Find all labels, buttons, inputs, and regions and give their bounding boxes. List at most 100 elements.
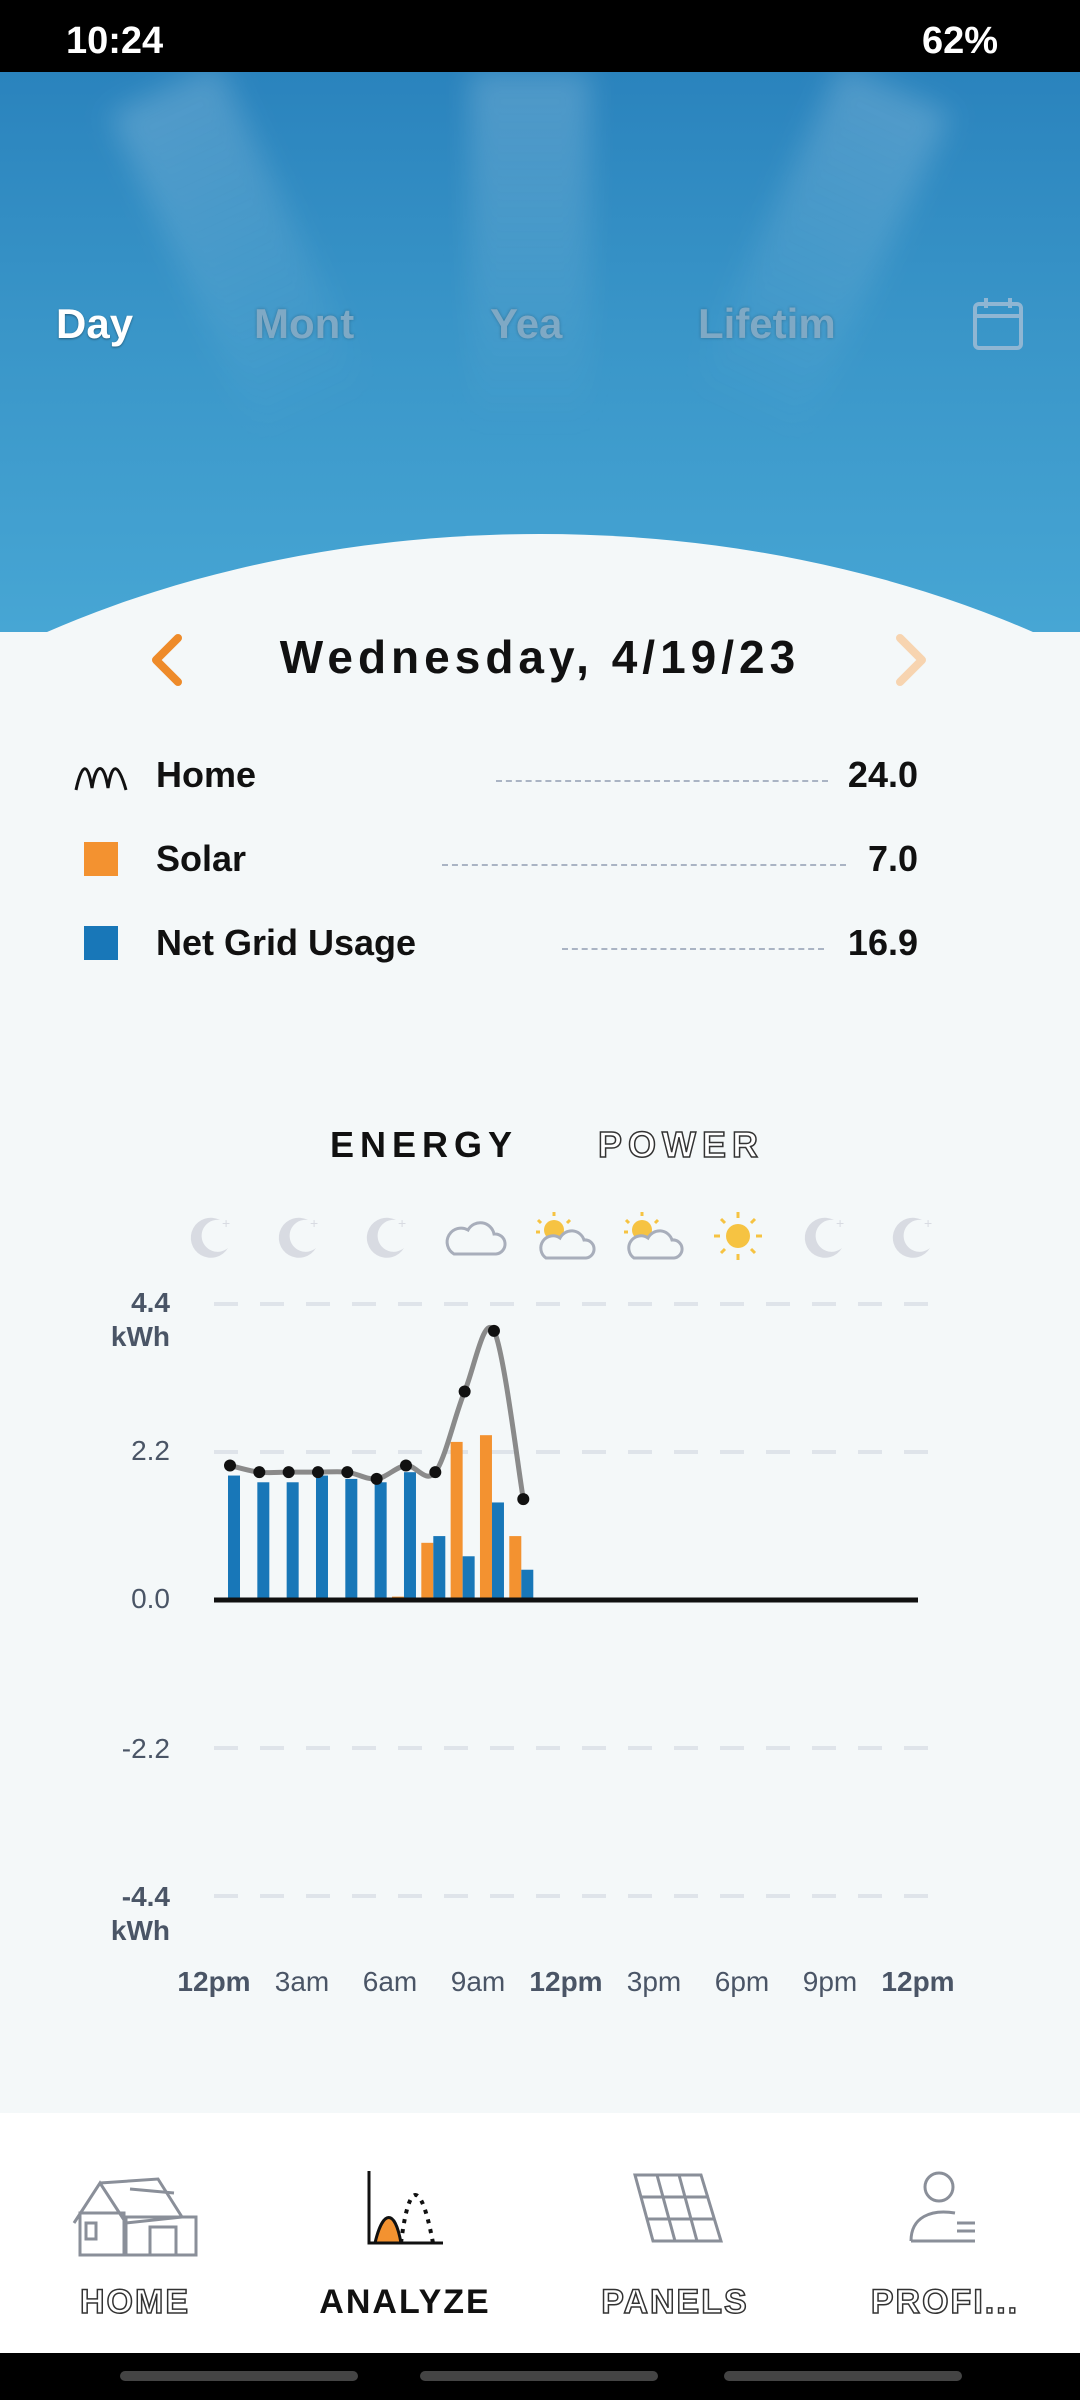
legend-divider [562, 948, 824, 950]
status-bar: 10:24 62% [0, 0, 1080, 72]
x-tick-label: 12pm [881, 1966, 955, 1997]
solar-bar [509, 1536, 522, 1600]
home-usage-point [399, 1459, 412, 1472]
legend-value: 24.0 [847, 754, 918, 795]
x-tick-label: 12pm [529, 1966, 603, 1997]
legend-label: Home [156, 754, 257, 795]
status-battery: 62% [921, 20, 998, 62]
nav-panels[interactable]: PANELS [540, 2113, 810, 2353]
tab-day[interactable]: Day [56, 300, 134, 347]
partly-sunny-icon [536, 1212, 596, 1260]
date-navigator: Wednesday, 4/19/23 [0, 620, 1080, 700]
system-pill [120, 2371, 358, 2381]
grid-bar [433, 1536, 446, 1600]
grid-bar [521, 1569, 534, 1600]
analyze-chart-icon [367, 2171, 443, 2245]
partly-sunny-icon [624, 1212, 684, 1260]
sun-icon [714, 1212, 762, 1260]
moon-icon: + [892, 1215, 932, 1258]
x-tick-label: 12pm [177, 1966, 251, 1997]
status-time: 10:24 [66, 20, 164, 62]
home-usage-point [253, 1466, 266, 1479]
sky-header [0, 72, 1080, 632]
nav-label: PROFI... [870, 2282, 1020, 2322]
grid-bar [315, 1475, 328, 1600]
profile-icon [909, 2171, 975, 2243]
tab-month[interactable]: Mont [254, 300, 355, 347]
house-icon [72, 2177, 198, 2257]
svg-text:+: + [222, 1215, 230, 1231]
x-tick-label: 6pm [714, 1966, 770, 1997]
y-tick-2.2: 2.2 [131, 1435, 170, 1466]
x-tick-label: 6am [362, 1966, 418, 1997]
x-tick-label: 3pm [626, 1966, 682, 1997]
moon-icon: + [366, 1215, 406, 1258]
grid-square-icon [84, 926, 118, 960]
y-tick-4.4: 4.4 kWh [110, 1287, 170, 1352]
x-tick-label: 3am [274, 1966, 330, 1997]
system-pill [420, 2371, 658, 2381]
nav-home[interactable]: HOME [0, 2113, 270, 2353]
legend-divider [496, 780, 828, 782]
grid-bar [491, 1502, 504, 1600]
tab-energy[interactable]: ENERGY [330, 1124, 519, 1165]
legend-value: 16.9 [847, 922, 918, 963]
grid-bar [286, 1482, 299, 1600]
bottom-nav: HOME ANALYZE PANELS PROFI... [0, 2113, 1080, 2353]
nav-label: ANALYZE [319, 2283, 491, 2321]
nav-analyze[interactable]: ANALYZE [270, 2113, 540, 2353]
legend-label: Solar [156, 838, 247, 879]
x-tick-label: 9pm [802, 1966, 858, 1997]
legend-divider [442, 864, 846, 866]
legend-label: Net Grid Usage [156, 922, 417, 963]
solar-panel-icon [633, 2173, 724, 2243]
solar-bar [421, 1542, 434, 1600]
previous-day-button[interactable] [142, 630, 192, 690]
y-tick-neg-2.2: -2.2 [121, 1733, 170, 1764]
solar-bar [479, 1435, 492, 1600]
system-pill [724, 2371, 962, 2381]
x-tick-label: 9am [450, 1966, 506, 1997]
home-usage-point [429, 1466, 442, 1479]
svg-text:+: + [310, 1215, 318, 1231]
moon-icon: + [278, 1215, 318, 1258]
home-usage-point [282, 1466, 295, 1479]
grid-bar [374, 1482, 387, 1600]
home-usage-point [370, 1472, 383, 1485]
home-usage-point [487, 1324, 500, 1337]
grid-bar [462, 1556, 475, 1600]
home-usage-point [517, 1493, 530, 1506]
svg-text:+: + [398, 1215, 406, 1231]
grid-bar [345, 1478, 358, 1600]
nav-profile[interactable]: PROFI... [810, 2113, 1080, 2353]
next-day-button[interactable] [886, 630, 936, 690]
nav-label: HOME [79, 2282, 190, 2322]
y-tick-0: 0.0 [131, 1583, 170, 1614]
grid-bar [228, 1475, 240, 1600]
grid-bar [403, 1472, 416, 1600]
grid-bar [257, 1482, 270, 1600]
home-usage-point [341, 1466, 354, 1479]
tab-power[interactable]: POWER [597, 1123, 765, 1166]
date-label: Wednesday, 4/19/23 [279, 631, 801, 683]
tab-lifetime[interactable]: Lifetim [698, 300, 836, 347]
home-usage-point [311, 1466, 324, 1479]
legend-net-grid: Net Grid Usage 16.9 [0, 914, 1080, 974]
nav-label: PANELS [601, 2282, 749, 2322]
legend-home: Home 24.0 [0, 746, 1080, 806]
tab-year[interactable]: Yea [490, 300, 563, 347]
period-tabs: Day Mont Yea Lifetim [0, 300, 1080, 360]
moon-icon: + [190, 1215, 230, 1258]
system-nav-bar [0, 2353, 1080, 2400]
solar-bar [450, 1441, 463, 1600]
home-usage-point [458, 1385, 471, 1398]
home-usage-point [224, 1459, 236, 1472]
energy-chart [214, 1302, 940, 1898]
solar-square-icon [84, 842, 118, 876]
home-usage-line-icon [74, 767, 128, 791]
svg-text:+: + [836, 1215, 844, 1231]
legend-value: 7.0 [867, 838, 918, 879]
moon-icon: + [804, 1215, 844, 1258]
calendar-icon[interactable] [972, 296, 1024, 352]
svg-text:+: + [924, 1215, 932, 1231]
